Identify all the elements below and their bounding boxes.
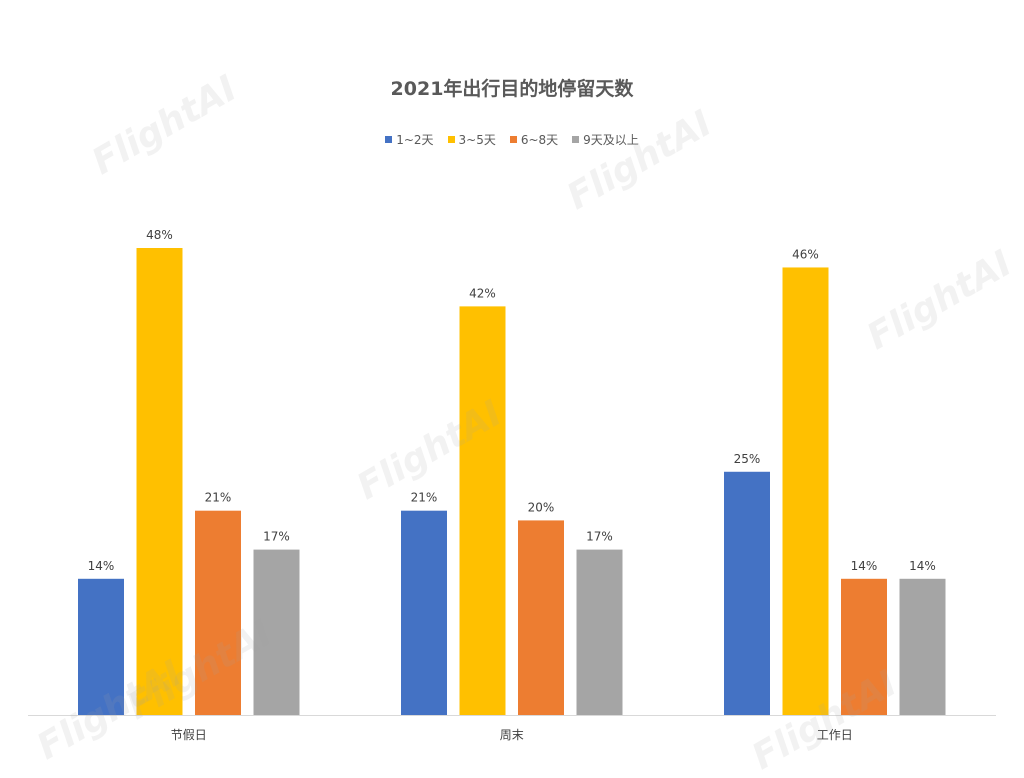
bar xyxy=(78,578,124,715)
legend: 1~2天 3~5天 6~8天 9天及以上 xyxy=(0,131,1024,148)
x-tick-label: 工作日 xyxy=(817,728,853,742)
data-label: 20% xyxy=(528,500,555,514)
legend-item: 9天及以上 xyxy=(572,131,639,148)
legend-swatch xyxy=(447,136,455,143)
bar xyxy=(899,578,946,715)
bar xyxy=(253,549,300,715)
legend-label: 1~2天 xyxy=(396,133,434,147)
bar xyxy=(195,510,241,715)
data-label: 14% xyxy=(909,559,936,573)
bar xyxy=(136,248,183,715)
bar xyxy=(724,471,770,715)
legend-label: 9天及以上 xyxy=(583,133,639,147)
legend-label: 6~8天 xyxy=(520,133,559,147)
bar xyxy=(459,306,506,715)
legend-swatch xyxy=(572,136,580,143)
data-label: 14% xyxy=(851,559,878,573)
data-label: 25% xyxy=(734,452,761,466)
bar xyxy=(576,549,623,715)
data-label: 21% xyxy=(411,491,438,505)
legend-item: 1~2天 xyxy=(385,131,434,148)
data-label: 17% xyxy=(263,530,290,544)
data-label: 17% xyxy=(586,530,613,544)
bar xyxy=(401,510,447,715)
legend-swatch xyxy=(509,136,517,143)
data-label: 46% xyxy=(792,247,819,261)
data-label: 48% xyxy=(146,228,173,242)
bar xyxy=(841,578,887,715)
legend-swatch xyxy=(385,136,393,143)
x-tick-label: 节假日 xyxy=(171,728,207,742)
legend-item: 6~8天 xyxy=(509,131,559,148)
x-tick-label: 周末 xyxy=(500,728,524,742)
bar xyxy=(518,520,564,715)
chart-title: 2021年出行目的地停留天数 xyxy=(390,78,634,100)
data-label: 14% xyxy=(88,559,115,573)
data-label: 21% xyxy=(205,491,232,505)
legend-item: 3~5天 xyxy=(447,131,496,148)
legend-label: 3~5天 xyxy=(458,133,496,147)
data-label: 42% xyxy=(469,286,496,300)
bar xyxy=(782,267,829,715)
